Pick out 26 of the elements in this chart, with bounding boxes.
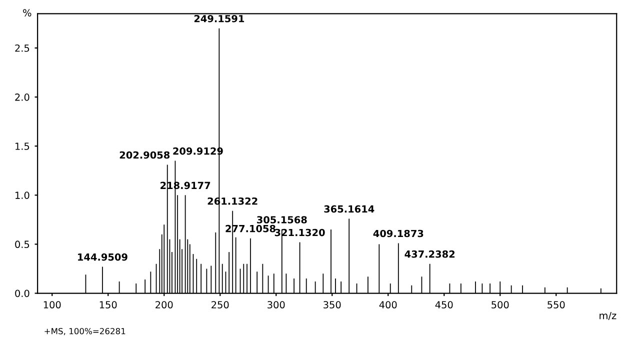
x-tick-label: 200 [156,301,173,308]
y-axis-title: % [23,9,32,16]
annotation: 144.9509 [78,253,128,261]
y-tick-label: 2.5 [15,44,30,52]
x-tick-label: 500 [492,301,509,308]
x-tick-label: 300 [268,301,285,308]
y-tick-label: 0.0 [15,290,30,298]
text: +MS, 100%=26281 [44,328,126,336]
x-tick-label: 400 [379,301,397,308]
annotation: 365.1614 [324,205,374,213]
x-axis-title: m/z [600,312,616,320]
y-tick-label: 1.5 [16,142,30,150]
y-tick-label: 1.0 [16,192,30,199]
annotation: 409.1873 [373,230,424,238]
annotation: 305.1568 [257,216,307,224]
y-tick-label: 0.5 [15,240,30,248]
annotation: 249.1591 [194,14,244,22]
x-tick-label: 450 [435,301,453,308]
x-tick-label: 550 [548,301,565,308]
x-tick-label: 150 [100,301,117,308]
annotation: 437.2382 [404,250,455,258]
x-tick-label: 350 [324,301,341,308]
annotation: 202.9058 [120,151,170,159]
x-tick-label: 250 [212,301,229,308]
x-tick-label: 100 [44,301,61,308]
y-tick-label: 2.0 [15,94,30,101]
